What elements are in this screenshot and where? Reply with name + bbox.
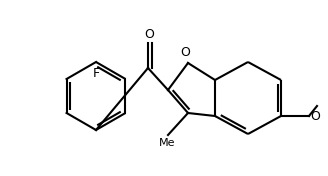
Text: Me: Me: [159, 138, 175, 148]
Text: F: F: [92, 67, 100, 80]
Text: O: O: [310, 109, 320, 122]
Text: O: O: [180, 46, 190, 59]
Text: O: O: [144, 28, 154, 41]
